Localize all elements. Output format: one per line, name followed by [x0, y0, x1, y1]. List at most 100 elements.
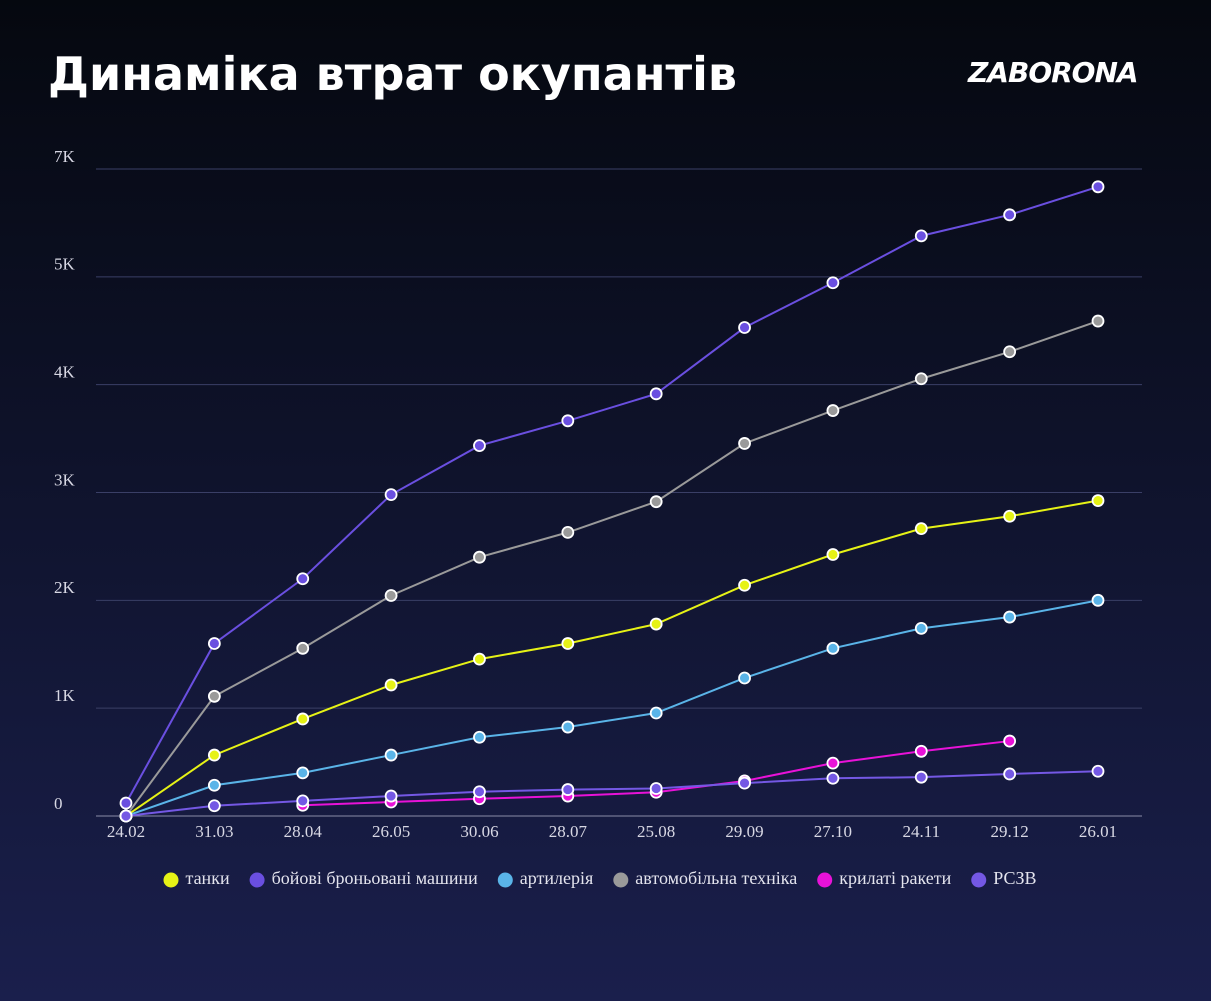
data-point — [473, 785, 486, 799]
brand-logo: ZABORONA — [967, 56, 1138, 89]
data-point — [649, 706, 663, 720]
legend-label: артилерія — [520, 868, 594, 888]
y-tick-label: 1K — [54, 686, 76, 705]
legend-swatch — [971, 872, 987, 888]
data-point — [649, 387, 663, 401]
legend-label: РСЗВ — [993, 868, 1036, 888]
x-tick-label: 28.04 — [284, 822, 323, 841]
data-point — [914, 770, 928, 784]
data-point — [1091, 494, 1105, 507]
data-point — [561, 414, 575, 428]
data-point — [1091, 314, 1105, 328]
data-point — [119, 796, 133, 810]
data-point — [296, 712, 310, 726]
data-point — [207, 748, 221, 762]
y-tick-label: 3K — [54, 470, 76, 489]
data-point — [384, 789, 398, 803]
legend-swatch — [817, 872, 833, 888]
chart-title: Динаміка втрат окупантів — [48, 47, 737, 101]
data-point — [826, 756, 840, 770]
data-point — [561, 783, 575, 796]
x-tick-label: 25.08 — [637, 822, 675, 841]
y-tick-label: 7K — [54, 147, 76, 166]
x-tick-label: 29.12 — [991, 822, 1029, 841]
data-point — [207, 637, 221, 650]
data-point — [1091, 593, 1105, 607]
series-line — [125, 770, 1099, 817]
data-point — [561, 720, 575, 734]
data-point — [649, 617, 663, 631]
legend-swatch — [249, 872, 265, 888]
data-point — [649, 782, 663, 795]
legend-swatch — [613, 872, 629, 888]
data-point — [1003, 345, 1017, 359]
y-tick-label: 4K — [54, 363, 76, 382]
data-point — [914, 372, 928, 386]
x-tick-label: 26.01 — [1079, 822, 1117, 841]
x-tick-label: 26.05 — [372, 822, 410, 841]
legend: танки бойові броньовані машини артилерія ав… — [163, 868, 1037, 888]
x-tick-label: 31.03 — [195, 822, 233, 841]
series-line — [125, 599, 1099, 817]
legend-swatch — [497, 872, 513, 888]
legend-label: бойові броньовані машини — [272, 868, 479, 888]
legend-label: автомобільна техніка — [635, 868, 797, 888]
data-point — [826, 771, 840, 785]
legend-item: РСЗВ — [971, 868, 1037, 888]
legend-item: автомобільна техніка — [613, 868, 797, 888]
x-tick-label: 24.02 — [107, 822, 145, 841]
data-point — [1003, 734, 1017, 748]
series-line — [125, 320, 1099, 817]
data-point — [738, 578, 751, 592]
x-tick-label: 27.10 — [814, 822, 852, 841]
x-tick-label: 29.09 — [725, 822, 763, 841]
data-point — [826, 404, 840, 417]
data-point — [119, 809, 133, 823]
x-tick-label: 28.07 — [549, 822, 588, 841]
legend-label: крилаті ракети — [839, 868, 951, 888]
data-point — [914, 621, 928, 635]
data-point — [561, 637, 575, 650]
series-line — [125, 499, 1099, 817]
legend-item: бойові броньовані машини — [249, 868, 479, 888]
data-point — [207, 689, 221, 703]
data-point — [1003, 767, 1017, 781]
data-point — [649, 495, 663, 509]
data-point — [738, 671, 751, 685]
x-tick-label: 24.11 — [902, 822, 940, 841]
legend-item: артилерія — [497, 868, 594, 888]
data-point — [473, 550, 486, 564]
data-point — [1003, 208, 1017, 222]
y-tick-label: 5K — [54, 255, 76, 274]
data-point — [207, 799, 221, 813]
y-tick-label: 0 — [54, 794, 63, 813]
series-line — [125, 185, 1099, 804]
data-point — [914, 522, 928, 536]
data-point — [1003, 509, 1017, 523]
data-point — [384, 748, 398, 762]
data-point — [826, 641, 840, 655]
data-point — [914, 744, 928, 758]
x-tick-label: 30.06 — [460, 822, 498, 841]
data-point — [296, 641, 310, 655]
data-point — [1091, 764, 1105, 778]
data-point — [207, 778, 221, 792]
data-point — [914, 229, 928, 243]
data-point — [1003, 610, 1017, 624]
data-point — [384, 488, 398, 502]
legend-swatch — [163, 872, 179, 888]
legend-item: крилаті ракети — [817, 868, 952, 888]
data-point — [561, 525, 575, 539]
data-point — [738, 321, 751, 334]
legend-item: танки — [163, 868, 230, 888]
data-point — [738, 437, 751, 450]
data-point — [384, 678, 398, 692]
data-point — [296, 572, 310, 586]
data-point — [1091, 180, 1105, 194]
data-point — [384, 589, 398, 602]
data-point — [473, 730, 486, 744]
data-point — [296, 794, 310, 808]
plot: 0 1K 2K 3K 4K 5K 7K 24.02 31.03 28.04 26.05 30.06 28… — [54, 147, 1142, 841]
